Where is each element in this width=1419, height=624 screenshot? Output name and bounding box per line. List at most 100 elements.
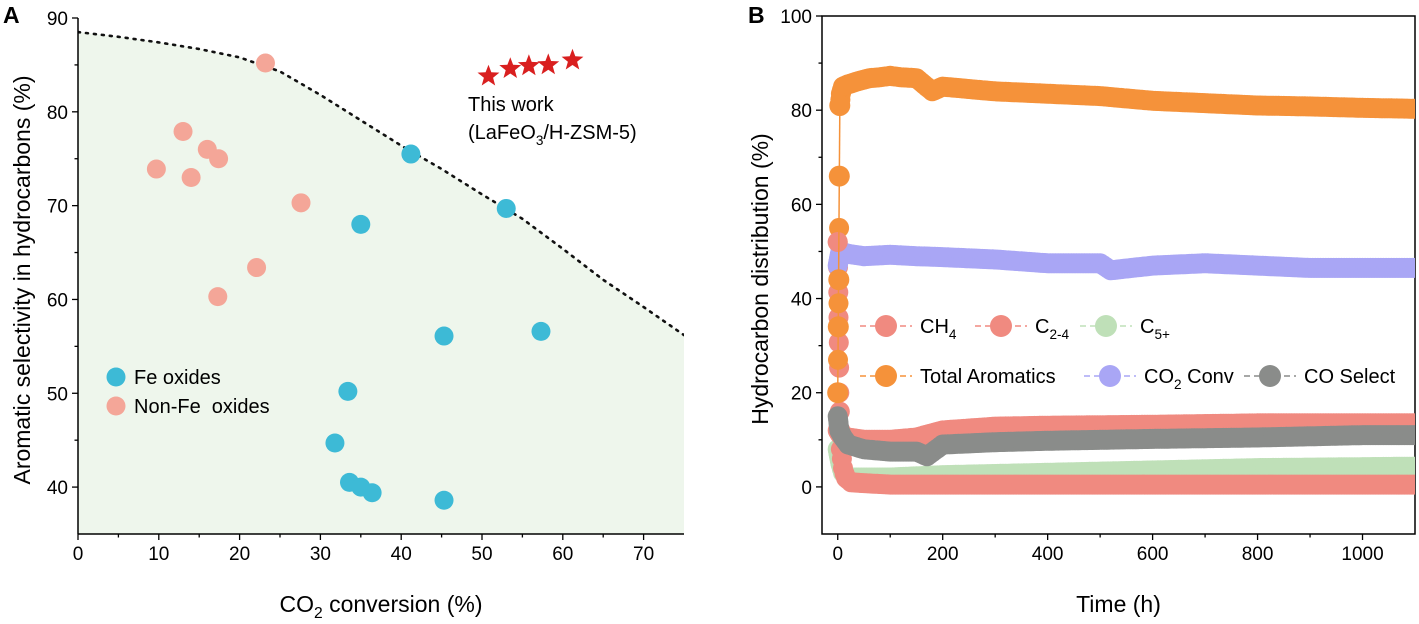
x-tick-label: 10 (148, 544, 169, 565)
x-tick-label: 0 (73, 544, 84, 565)
this-work-star (499, 57, 522, 78)
data-point (1405, 98, 1415, 119)
legend-label: CH4 (920, 316, 957, 342)
x-axis-label-tail: conversion (%) (323, 591, 483, 617)
fe-oxide-point (496, 198, 516, 218)
ch4-startup-point (827, 232, 848, 253)
legend-label-sub: 2-4 (1049, 327, 1069, 342)
y-tick-label: 100 (780, 7, 812, 28)
x-tick-label: 400 (1032, 544, 1064, 565)
legend-label-sub: 4 (949, 327, 957, 342)
y-tick-label: 90 (47, 9, 68, 30)
legend-label-fe: Fe oxides (134, 367, 221, 389)
x-tick-label: 30 (310, 544, 331, 565)
fe-oxide-point (401, 144, 421, 164)
x-tick-label: 50 (471, 544, 492, 565)
legend-label-tail: Conv (1182, 366, 1234, 388)
x-axis-label: CO2 conversion (%) (280, 591, 483, 622)
x-tick-label: 1000 (1341, 544, 1383, 565)
x-axis-label-sub: 2 (314, 605, 323, 622)
y-tick-label: 80 (47, 103, 68, 124)
legend-marker (1095, 315, 1117, 337)
fe-oxide-point (362, 483, 382, 503)
data-point (1405, 257, 1415, 278)
legend-marker (875, 315, 897, 337)
y-tick-label: 20 (791, 384, 812, 405)
legend-label-non-fe: Non-Fe oxides (134, 396, 270, 418)
non-fe-oxide-point (146, 159, 166, 179)
series-ch4 (827, 232, 1415, 495)
legend-marker (1099, 365, 1121, 387)
non-fe-oxide-point (255, 53, 275, 73)
total-aromatics-startup-line (836, 105, 841, 393)
y-tick-label: 80 (791, 101, 812, 122)
legend-marker-fe (106, 367, 126, 387)
frontier-shaded-region (78, 32, 684, 534)
x-tick-label: 40 (391, 544, 412, 565)
non-fe-oxide-point (247, 258, 267, 278)
legend-label-sub: 2 (1174, 377, 1182, 392)
fe-oxide-point (434, 490, 454, 510)
this-work-star (561, 48, 584, 70)
legend-label: CO Select (1304, 366, 1396, 388)
y-tick-label: 0 (801, 478, 812, 499)
panel-b-chart: 0 200 400 600 800 1000 0 20 40 60 80 100 Time (h) Hyd… (747, 2, 1416, 617)
legend-marker (990, 315, 1012, 337)
series-total-aromatics (827, 65, 1415, 403)
this-work-catalyst-label: (LaFeO3/H-ZSM-5) (468, 122, 637, 148)
data-point (1405, 456, 1415, 477)
x-tick-label: 0 (832, 544, 843, 565)
data-point (1405, 474, 1415, 495)
non-fe-oxide-point (173, 122, 193, 142)
panel-label: A (3, 2, 20, 28)
this-work-star (517, 54, 540, 76)
series-co-select (827, 406, 1415, 467)
y-tick-label: 60 (47, 290, 68, 311)
legend-label: CO2 Conv (1144, 366, 1234, 392)
this-work-star (537, 53, 560, 75)
y-tick-label: 40 (47, 478, 68, 499)
x-tick-label: 60 (552, 544, 573, 565)
panel-a-chart: 0 10 20 30 40 50 60 70 40 50 60 70 80 90 CO2 conversio… (3, 2, 684, 622)
x-axis-label: Time (h) (1076, 591, 1161, 617)
legend-label-base: CO (1144, 366, 1174, 388)
this-work-catalyst-label-base: (LaFeO (468, 122, 536, 144)
this-work-label: This work (468, 94, 555, 116)
y-tick-label: 60 (791, 195, 812, 216)
fe-oxide-point (325, 433, 345, 453)
legend-label: Total Aromatics (920, 366, 1056, 388)
series-layer (827, 65, 1415, 495)
series-co2-conv (827, 241, 1415, 281)
legend-label-base: CH (920, 316, 949, 338)
fe-oxide-point (531, 321, 551, 341)
x-tick-label: 600 (1137, 544, 1169, 565)
fe-oxide-point (434, 326, 454, 346)
legend-marker (875, 365, 897, 387)
legend-label: C5+ (1140, 316, 1170, 342)
legend-label-sub: 5+ (1154, 327, 1170, 342)
this-work-star (477, 64, 500, 86)
legend-marker-non-fe (106, 396, 126, 416)
fe-oxide-point (351, 214, 371, 234)
x-tick-label: 800 (1242, 544, 1274, 565)
x-axis-label-base: CO (280, 591, 315, 617)
x-tick-label: 70 (633, 544, 654, 565)
legend-marker (1259, 365, 1281, 387)
non-fe-oxide-point (209, 149, 229, 169)
y-axis-label: Aromatic selectivity in hydrocarbons (%) (9, 75, 35, 484)
data-point (1405, 425, 1415, 446)
y-tick-label: 70 (47, 197, 68, 218)
x-tick-label: 20 (229, 544, 250, 565)
legend-label-base: C (1035, 316, 1049, 338)
this-work-catalyst-label-sub: 3 (536, 133, 544, 148)
y-tick-label: 40 (791, 290, 812, 311)
fe-oxide-point (338, 381, 358, 401)
y-axis-label: Hydrocarbon distribution (%) (747, 133, 773, 424)
panel-label: B (748, 2, 765, 28)
non-fe-oxide-point (181, 167, 201, 187)
legend: CH4 C2-4 C5+ Total Aromatics CO2 Conv CO Sele… (860, 315, 1396, 392)
this-work-catalyst-label-tail: /H-ZSM-5) (543, 122, 636, 144)
non-fe-oxide-point (291, 193, 311, 213)
y-tick-label: 50 (47, 384, 68, 405)
